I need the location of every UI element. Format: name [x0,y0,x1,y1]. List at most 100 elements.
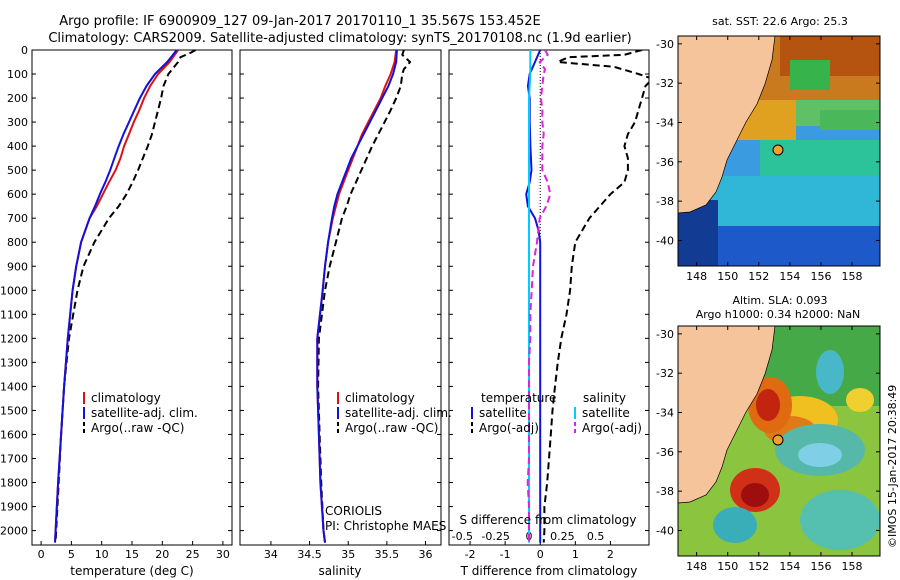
legend-label-argo: Argo(..raw -QC) [91,421,184,435]
x-tick-label: 35.5 [375,548,400,561]
sst-argo-location-marker [772,144,784,156]
x-tick-label: 30 [216,548,230,561]
lon-tick-label: 154 [779,270,800,283]
lat-tick-label: -30 [656,328,674,341]
temperature-axis: 0 5 10 15 20 25 30 [38,541,230,561]
x-tick-label: 0 [537,548,544,561]
legend-label-climatology: climatology [91,391,161,405]
legend-label-t-argo: Argo(-adj) [479,421,539,435]
depth-axis: 0 100 200 300 400 500 600 700 800 900 1000 1100 1200… [0,44,649,538]
legend-label-t-satellite: satellite [479,406,527,420]
depth-tick-label: 1900 [0,501,28,514]
series-line-temperature-argo-adj- [542,50,649,543]
x-tick-label: 20 [155,548,169,561]
depth-tick-label: 900 [7,260,28,273]
temperature-panel [31,49,233,546]
lat-tick-label: -38 [656,485,674,498]
temperature-series [54,50,197,543]
s-tick-label: 0.5 [587,530,605,543]
salinity-xlabel: salinity [318,564,361,578]
depth-tick-label: 300 [7,116,28,129]
s-tick-label: -0.5 [452,530,473,543]
salinity-axis: 34 34.5 35 35.5 36 [264,541,433,561]
x-tick-label: 1 [572,548,579,561]
lat-tick-label: -36 [656,446,674,459]
imos-timestamp: ©IMOS 15-Jan-2017 20:38:49 [886,385,899,548]
sla-argo-location-marker [772,434,784,446]
legend-label-s-satellite: satellite [582,406,630,420]
x-tick-label: 25 [186,548,200,561]
temperature-xlabel: temperature (deg C) [70,564,193,578]
lon-tick-label: 150 [717,270,738,283]
series-line-satellite-adj-clim- [54,50,178,543]
lon-tick-label: 152 [748,270,769,283]
sla-map-title: Altim. SLA: 0.093 [732,294,827,307]
depth-tick-label: 1300 [0,356,28,369]
temperature-legend: climatology satellite-adj. clim. Argo(..… [83,391,198,435]
depth-tick-label: 1600 [0,428,28,441]
sla-map [678,326,880,556]
legend-label-s-argo: Argo(-adj) [582,421,642,435]
sla-map-subtitle: Argo h1000: 0.34 h2000: NaN [696,308,861,321]
lat-tick-label: -36 [656,156,674,169]
depth-tick-label: 1100 [0,308,28,321]
x-tick-label: -2 [465,548,476,561]
legend-label-satellite-adj: satellite-adj. clim. [91,406,198,420]
sla-map-frame [677,325,881,557]
lat-tick-label: -34 [656,116,674,129]
salinity-panel [239,49,442,546]
depth-tick-label: 1800 [0,477,28,490]
pi-label: PI: Christophe MAES [325,519,446,533]
x-tick-label: 2 [607,548,614,561]
depth-tick-label: 500 [7,164,28,177]
x-tick-label: 10 [95,548,109,561]
s-tick-label: -0.25 [481,530,509,543]
lon-tick-label: 156 [810,270,831,283]
depth-tick-label: 1700 [0,452,28,465]
salinity-legend: climatology satellite-adj. clim. Argo(..… [337,391,452,435]
lat-tick-label: -30 [656,38,674,51]
lat-tick-label: -34 [656,406,674,419]
difference-legend: temperature salinity satellite Argo(-adj… [471,391,642,435]
legend-label-argo: Argo(..raw -QC) [345,421,438,435]
x-tick-label: 0 [38,548,45,561]
coriolis-label: CORIOLIS [325,504,382,518]
lon-tick-label: 148 [686,270,707,283]
x-tick-label: 35 [341,548,355,561]
depth-tick-label: 400 [7,140,28,153]
legend-header-temperature: temperature [481,391,556,405]
difference-series [525,50,649,545]
sst-map-title: sat. SST: 22.6 Argo: 25.3 [712,15,848,28]
sla-map-axes: -30 -32 -34 -36 -38 -40 148 150 152 154 156 158 [656,326,880,573]
t-difference-xlabel: T difference from climatology [460,564,638,578]
depth-tick-label: 2000 [0,525,28,538]
x-tick-label: 34 [264,548,278,561]
lat-tick-label: -32 [656,367,674,380]
depth-tick-label: 0 [21,44,28,57]
depth-tick-label: 700 [7,212,28,225]
depth-tick-label: 200 [7,92,28,105]
lon-tick-label: 148 [686,560,707,573]
legend-header-salinity: salinity [583,391,626,405]
lat-tick-label: -38 [656,195,674,208]
lat-tick-label: -40 [656,234,674,247]
depth-tick-label: 1200 [0,332,28,345]
lon-tick-label: 152 [748,560,769,573]
x-tick-label: 5 [68,548,75,561]
title-line-2: Climatology: CARS2009. Satellite-adjuste… [48,31,631,46]
lon-tick-label: 158 [842,560,863,573]
sst-map-frame [677,35,881,267]
lat-tick-label: -32 [656,77,674,90]
difference-panel [448,49,650,546]
s-difference-xlabel: S difference from climatology [460,513,637,527]
series-line-temperature-satellite [525,50,542,543]
x-tick-label: 34.5 [297,548,322,561]
s-tick-label: 0.25 [550,530,575,543]
sst-map-axes: -30 -32 -34 -36 -38 -40 148 150 152 154 156 158 [656,36,880,283]
legend-label-satellite-adj: satellite-adj. clim. [345,406,452,420]
title-line-1: Argo profile: IF 6900909_127 09-Jan-2017… [59,14,541,29]
depth-tick-label: 800 [7,236,28,249]
depth-tick-label: 600 [7,188,28,201]
